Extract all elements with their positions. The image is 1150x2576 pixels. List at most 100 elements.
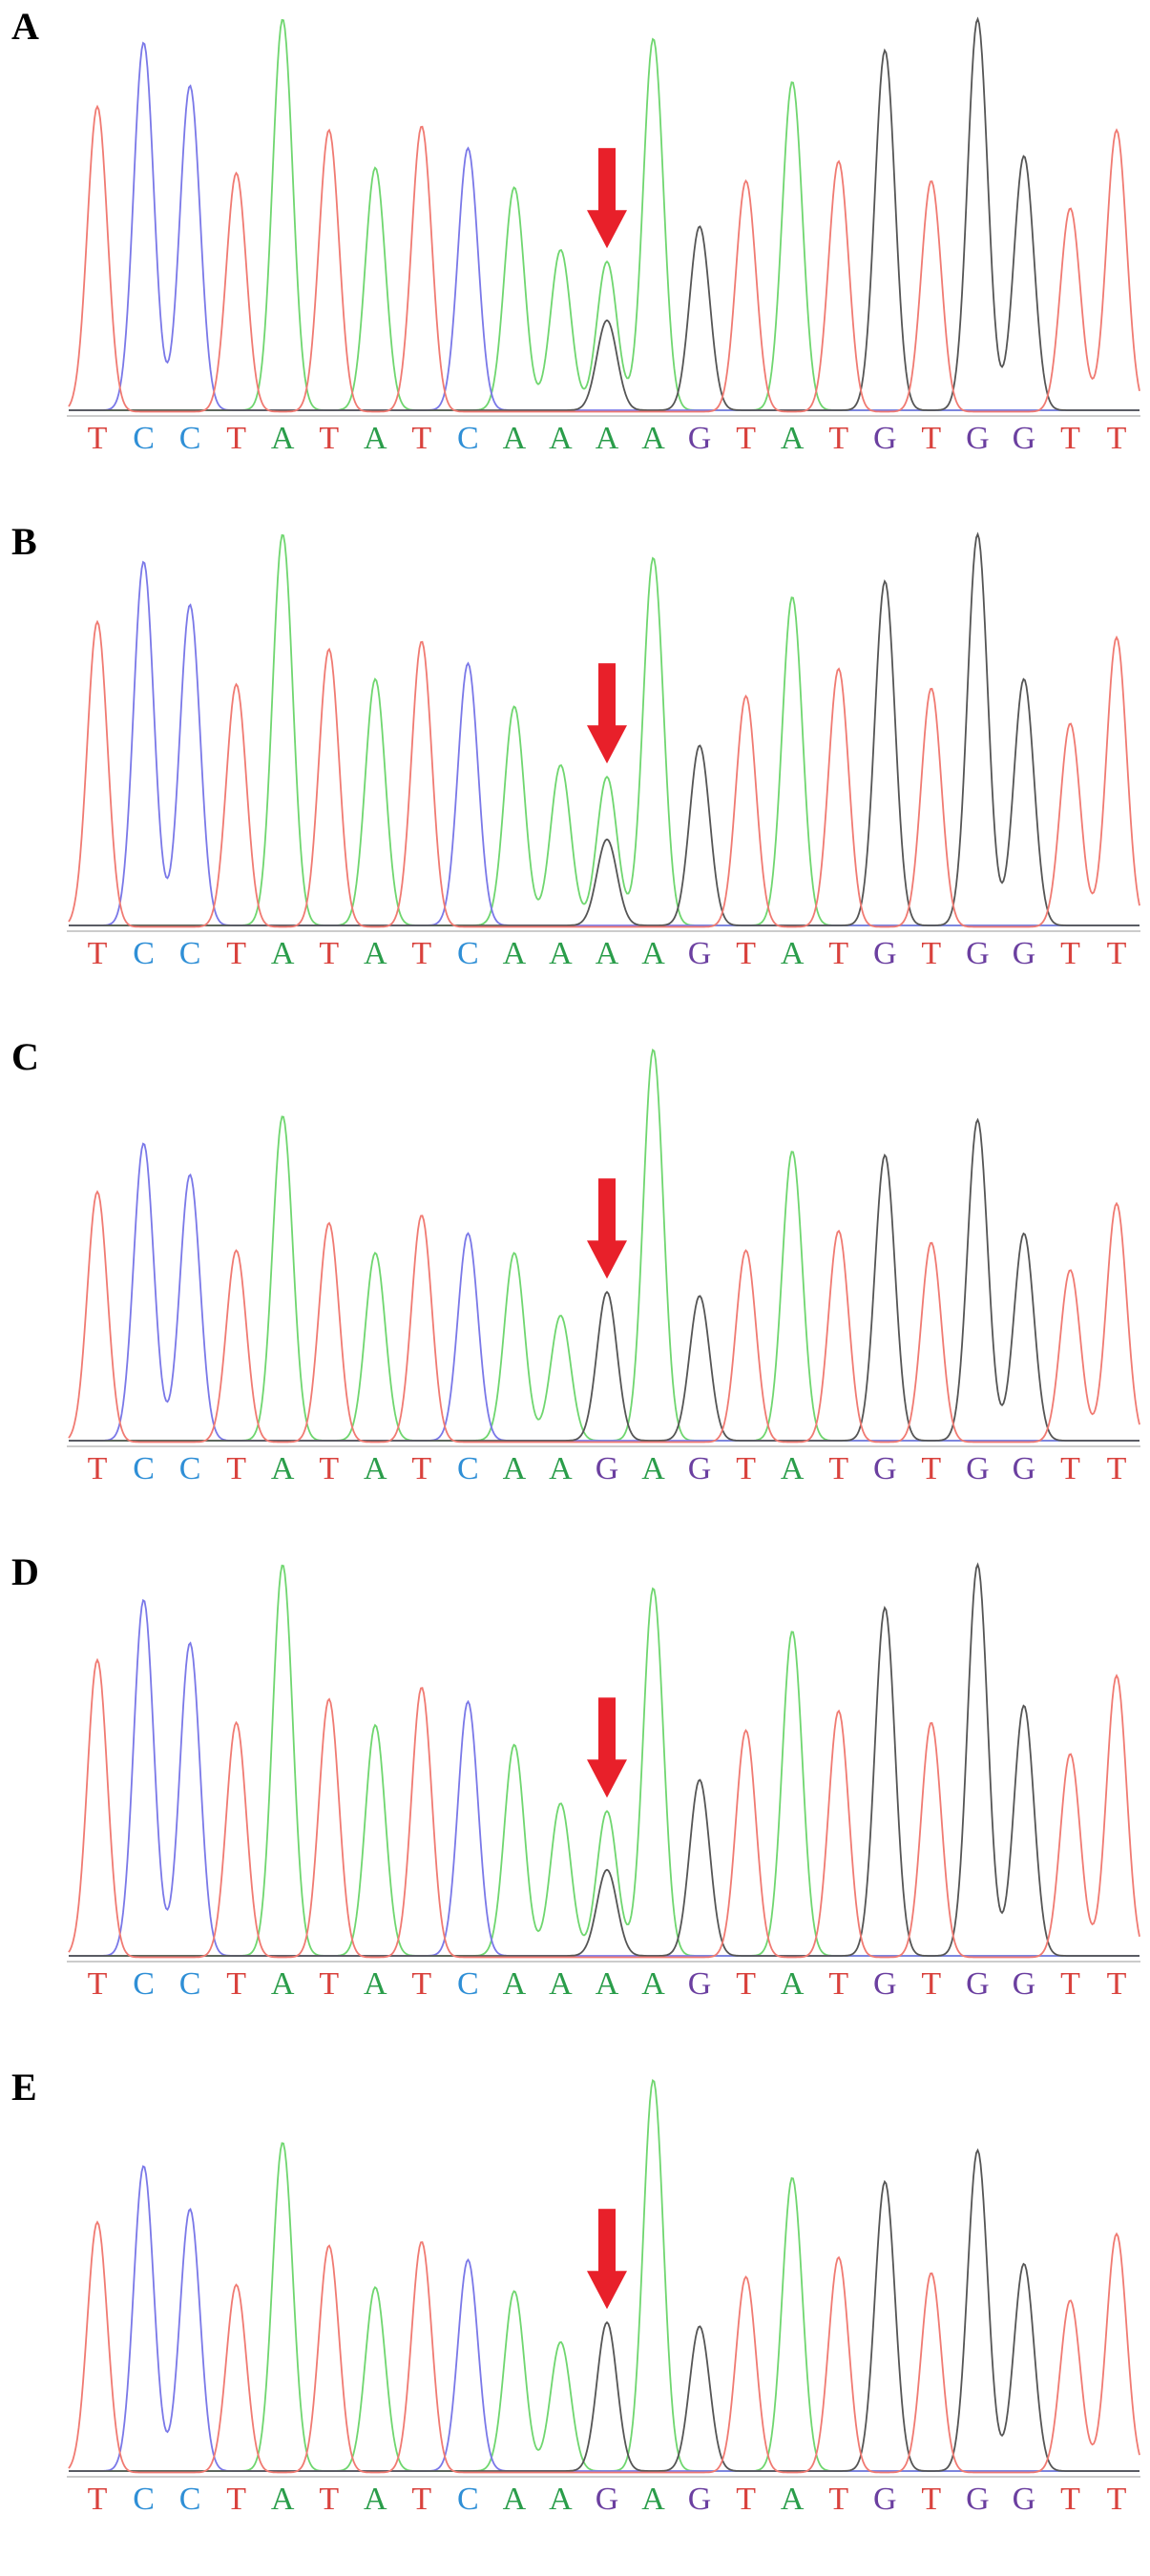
variant-arrow-icon (587, 663, 627, 764)
base-call-label: A (364, 1451, 387, 1486)
base-call-label: T (1060, 421, 1080, 456)
base-call-label: T (828, 936, 848, 971)
base-call-label: G (873, 1966, 897, 2002)
trace-line-g (69, 531, 1140, 926)
base-call-label: T (88, 2482, 108, 2517)
base-call-label: T (88, 936, 108, 971)
base-call-label: A (596, 1966, 619, 2002)
base-call-label: A (271, 936, 295, 971)
base-call-label: T (1060, 1451, 1080, 1486)
trace-line-g (69, 1117, 1140, 1442)
base-call-label: G (873, 1451, 897, 1486)
base-call-label: T (736, 2482, 756, 2517)
base-call-label: C (179, 1451, 201, 1486)
base-call-label: C (457, 2482, 479, 2517)
variant-arrow-icon (587, 1697, 627, 1798)
base-call-label: T (88, 1451, 108, 1486)
base-call-label: C (133, 2482, 155, 2517)
base-call-label: T (319, 936, 339, 971)
base-call-label: T (226, 2482, 246, 2517)
base-call-label: G (966, 1966, 990, 2002)
base-call-label: A (364, 1966, 387, 2002)
base-call-label: T (736, 1451, 756, 1486)
base-call-label: A (641, 936, 665, 971)
base-call-label: G (596, 2482, 619, 2517)
base-call-label: T (411, 1451, 431, 1486)
base-call-label: A (364, 936, 387, 971)
base-call-label: G (873, 421, 897, 456)
base-call-label: T (736, 1966, 756, 2002)
base-call-label: T (921, 2482, 941, 2517)
base-call-label: A (549, 1451, 573, 1486)
base-call-label: T (319, 421, 339, 456)
base-call-label: G (966, 1451, 990, 1486)
base-call-label: T (1107, 1966, 1127, 2002)
base-call-label: T (226, 1451, 246, 1486)
trace-line-t (68, 2220, 1140, 2474)
base-call-label: A (364, 2482, 387, 2517)
base-call-label: A (781, 1451, 805, 1486)
trace-line-t (68, 104, 1140, 413)
panel-label: D (11, 1550, 39, 1593)
base-call-label: G (1013, 2482, 1036, 2517)
base-call-label: T (921, 936, 941, 971)
base-call-label: A (364, 421, 387, 456)
base-call-label: A (549, 1966, 573, 2002)
base-call-label: C (179, 936, 201, 971)
base-call-label: T (1060, 936, 1080, 971)
base-call-label: A (641, 421, 665, 456)
base-call-label: G (596, 1451, 619, 1486)
base-call-label: T (226, 421, 246, 456)
variant-arrow-icon (587, 2209, 627, 2310)
base-call-label: A (503, 1451, 527, 1486)
base-call-label: T (319, 2482, 339, 2517)
base-call-label: A (503, 1966, 527, 2002)
base-call-label: A (503, 936, 527, 971)
base-call-label: A (503, 2482, 527, 2517)
base-call-label: C (457, 1451, 479, 1486)
base-call-label: A (271, 1966, 295, 2002)
base-call-label: A (549, 936, 573, 971)
base-call-label: A (596, 936, 619, 971)
base-call-label: A (641, 1966, 665, 2002)
trace-line-g (69, 2148, 1140, 2472)
base-call-label: G (1013, 936, 1036, 971)
base-call-label: T (411, 1966, 431, 2002)
base-call-label: G (1013, 1451, 1036, 1486)
base-call-label: G (1013, 421, 1036, 456)
panel-label: B (11, 520, 37, 563)
base-call-label: T (828, 2482, 848, 2517)
base-call-label: A (781, 1966, 805, 2002)
variant-arrow-icon (587, 1178, 627, 1279)
base-call-label: T (88, 1966, 108, 2002)
base-call-label: C (179, 1966, 201, 2002)
trace-line-g (69, 16, 1140, 411)
base-call-label: G (966, 2482, 990, 2517)
base-call-label: A (596, 421, 619, 456)
base-call-label: G (966, 936, 990, 971)
base-call-label: T (1060, 2482, 1080, 2517)
base-call-label: T (411, 421, 431, 456)
base-call-label: A (271, 421, 295, 456)
base-call-label: T (921, 1451, 941, 1486)
base-call-label: C (133, 1966, 155, 2002)
base-call-label: C (133, 936, 155, 971)
base-call-label: C (457, 936, 479, 971)
variant-arrow-icon (587, 148, 627, 249)
base-call-label: T (226, 936, 246, 971)
trace-line-t (68, 619, 1140, 928)
base-call-label: G (873, 2482, 897, 2517)
base-call-label: T (411, 2482, 431, 2517)
base-call-label: C (457, 421, 479, 456)
base-call-label: T (88, 421, 108, 456)
base-call-label: G (688, 2482, 712, 2517)
base-call-label: C (133, 1451, 155, 1486)
base-call-label: G (688, 936, 712, 971)
